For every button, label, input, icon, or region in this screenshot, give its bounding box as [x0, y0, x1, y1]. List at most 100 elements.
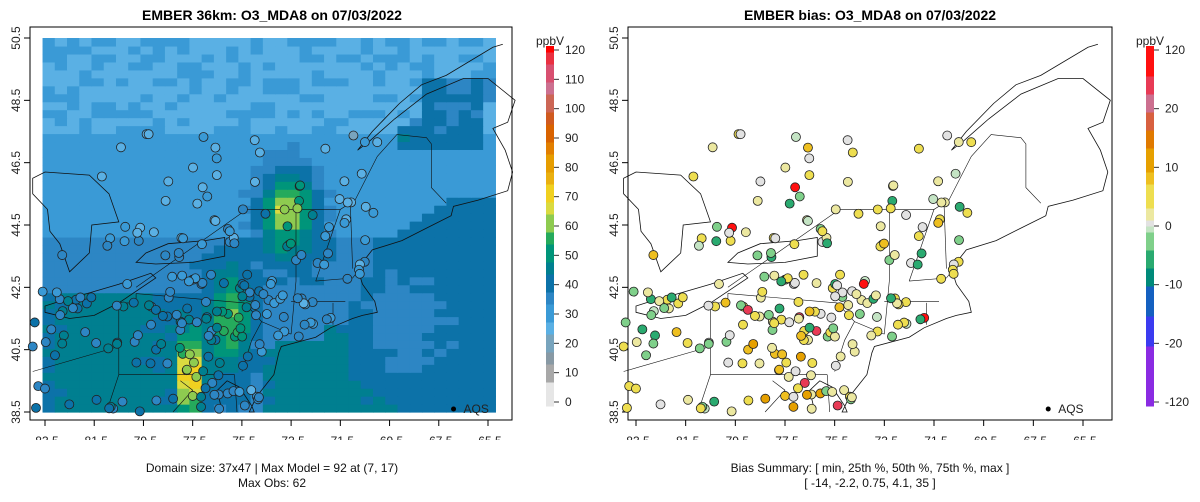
raster-cell [385, 173, 399, 182]
raster-cell [372, 388, 386, 397]
raster-cell [250, 101, 264, 111]
aqs-bias-marker [671, 327, 682, 338]
raster-cell [299, 117, 313, 127]
raster-cell [91, 356, 105, 365]
raster-cell [287, 356, 301, 365]
aqs-station-marker [167, 271, 178, 282]
raster-cell [348, 252, 362, 262]
raster-cell [54, 165, 68, 174]
raster-cell [287, 268, 301, 278]
left-colorbar-swatch [546, 388, 554, 395]
raster-cell [324, 53, 337, 63]
raster-cell [421, 276, 435, 286]
raster-cell [275, 268, 288, 278]
raster-cell [446, 284, 460, 294]
raster-cell [385, 356, 399, 365]
aqs-station-marker [171, 309, 182, 320]
raster-cell [250, 53, 264, 63]
aqs-station-marker [299, 319, 310, 330]
raster-cell [115, 69, 129, 79]
raster-cell [103, 149, 117, 158]
aqs-bias-marker [666, 292, 677, 303]
raster-cell [483, 69, 496, 79]
raster-cell [324, 125, 337, 135]
raster-cell [275, 117, 288, 127]
raster-cell [397, 340, 411, 349]
aqs-station-marker [356, 168, 367, 179]
raster-cell [164, 53, 178, 63]
raster-cell [250, 93, 264, 103]
raster-cell [275, 364, 288, 373]
right-colorbar-swatch [1146, 88, 1154, 95]
raster-cell [360, 165, 374, 174]
raster-cell [201, 260, 215, 270]
aqs-station-marker [249, 135, 260, 146]
raster-cell [372, 69, 386, 79]
raster-cell [42, 364, 56, 373]
raster-cell [470, 372, 484, 381]
raster-cell [152, 316, 166, 326]
raster-cell [128, 189, 142, 198]
aqs-station-marker [111, 300, 122, 311]
right-x-tick-label: -77.5 [771, 434, 799, 440]
aqs-station-marker [116, 142, 126, 153]
raster-cell [103, 388, 117, 397]
raster-cell [115, 284, 129, 294]
aqs-bias-marker [928, 194, 939, 204]
raster-cell [152, 372, 166, 381]
raster-cell [152, 197, 166, 206]
raster-cell [397, 38, 411, 47]
left-colorbar-swatch [546, 262, 554, 269]
raster-cell [409, 125, 423, 135]
raster-cell [360, 197, 374, 206]
raster-cell [287, 61, 301, 71]
right-x-tick-label: -69.5 [970, 434, 998, 440]
aqs-bias-marker [822, 238, 832, 249]
raster-cell [409, 236, 423, 246]
raster-cell [128, 149, 142, 158]
raster-cell [103, 69, 117, 79]
raster-cell [152, 93, 166, 103]
raster-cell [103, 252, 117, 262]
right-colorbar-swatch [1146, 244, 1154, 251]
left-colorbar-swatch [546, 178, 554, 185]
raster-cell [201, 340, 215, 349]
raster-cell [324, 165, 337, 174]
raster-cell [483, 221, 496, 230]
raster-cell [324, 236, 337, 246]
raster-cell [385, 372, 399, 381]
raster-cell [226, 396, 239, 405]
raster-cell [201, 236, 215, 246]
raster-cell [140, 149, 154, 158]
raster-cell [79, 149, 93, 158]
raster-cell [115, 157, 129, 166]
raster-cell [311, 125, 325, 135]
raster-cell [42, 348, 56, 357]
raster-cell [177, 117, 191, 127]
raster-cell [458, 356, 472, 365]
raster-cell [397, 308, 411, 318]
raster-cell [189, 189, 203, 198]
raster-cell [115, 189, 129, 198]
raster-cell [226, 61, 239, 71]
raster-cell [275, 356, 288, 365]
raster-cell [324, 332, 337, 341]
raster-cell [409, 133, 423, 143]
raster-cell [103, 133, 117, 143]
aqs-station-marker [324, 222, 334, 233]
raster-cell [164, 316, 178, 326]
raster-cell [311, 316, 325, 326]
raster-cell [54, 173, 68, 182]
raster-cell [115, 316, 129, 326]
aqs-station-marker [57, 250, 68, 260]
raster-cell [115, 380, 129, 389]
raster-cell [42, 189, 56, 198]
raster-cell [336, 348, 350, 357]
aqs-station-marker [102, 240, 113, 251]
left-colorbar-swatch [546, 202, 554, 209]
raster-cell [275, 244, 288, 254]
raster-cell [348, 221, 362, 230]
raster-cell [128, 205, 142, 214]
raster-cell [42, 205, 56, 214]
raster-cell [91, 268, 105, 278]
